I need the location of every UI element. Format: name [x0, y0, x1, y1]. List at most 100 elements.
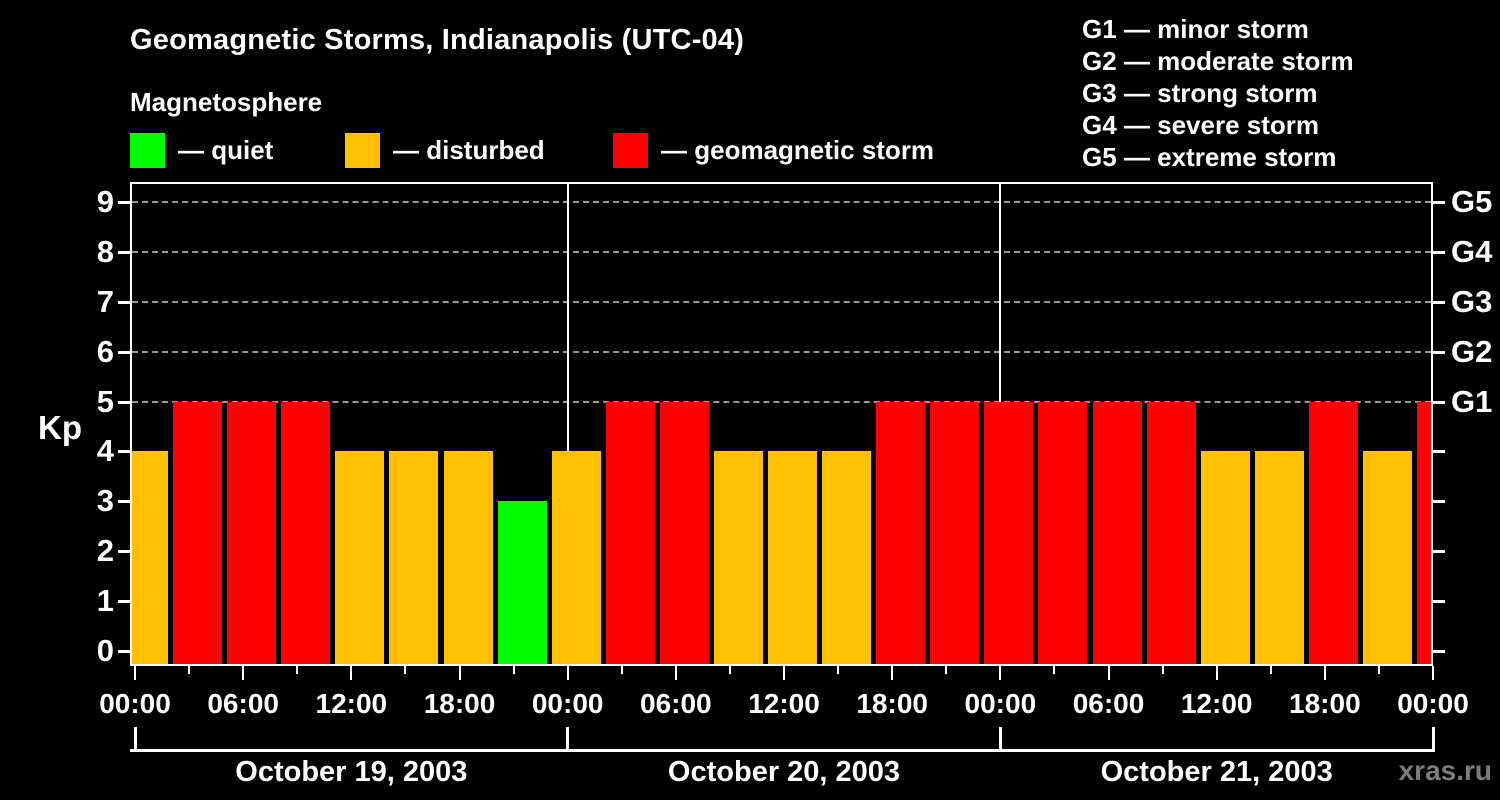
gridline: [132, 350, 1431, 353]
x-tick-label: 00:00: [964, 688, 1037, 719]
y-axis-tick: [118, 300, 130, 304]
y-axis-tick: [1433, 350, 1445, 354]
x-axis-tick: [296, 666, 299, 674]
storm-scale-g5: G5 — extreme storm: [1082, 142, 1337, 172]
plot-frame: [130, 182, 1433, 666]
gridline: [132, 400, 1431, 403]
y-axis-tick: [118, 450, 130, 454]
kp-bar: [227, 401, 277, 664]
x-tick-label: 00:00: [1397, 688, 1469, 719]
kp-bar: [1417, 401, 1431, 664]
legend-item-quiet: — quiet: [130, 133, 273, 168]
y-axis-tick: [1433, 300, 1445, 304]
y-tick-label: 1: [96, 583, 114, 619]
x-axis-tick: [620, 666, 623, 674]
g-level-label: G1: [1451, 383, 1493, 419]
gridline: [132, 200, 1431, 203]
kp-bar: [335, 451, 385, 664]
date-bracket-riser: [133, 727, 137, 752]
x-tick-label: 18:00: [423, 688, 496, 719]
page-title: Geomagnetic Storms, Indianapolis (UTC-04…: [130, 24, 745, 56]
y-tick-label: 9: [96, 183, 114, 219]
gridline: [132, 300, 1431, 303]
g-level-label: G4: [1451, 233, 1493, 269]
legend-item-storm: — geomagnetic storm: [613, 133, 934, 168]
x-axis-tick: [1377, 666, 1380, 674]
y-axis-tick: [118, 200, 130, 204]
date-label: October 19, 2003: [235, 756, 468, 788]
storm-scale-legend: G1 — minor storm G2 — moderate storm G3 …: [1082, 13, 1354, 173]
y-axis-tick: [118, 650, 130, 653]
y-axis-tick: [118, 550, 130, 554]
kp-bar: [281, 401, 331, 664]
kp-bar: [132, 451, 168, 664]
date-label: October 20, 2003: [667, 756, 901, 788]
kp-bar: [930, 401, 980, 664]
kp-bar: [605, 401, 655, 664]
y-tick-label: 3: [96, 483, 114, 519]
x-axis-tick: [350, 666, 353, 680]
x-axis-tick: [188, 666, 191, 674]
storm-scale-g1: G1 — minor storm: [1082, 14, 1309, 44]
x-tick-label: 06:00: [207, 688, 279, 719]
storm-scale-g2: G2 — moderate storm: [1082, 46, 1354, 76]
x-axis-tick: [837, 666, 840, 674]
g-level-label: G5: [1451, 183, 1493, 219]
y-axis-tick: [1433, 500, 1445, 504]
x-axis-tick: [783, 666, 785, 680]
kp-bar: [1092, 401, 1142, 664]
storm-swatch-icon: [613, 133, 648, 168]
x-axis-tick: [1107, 666, 1110, 680]
date-bracket-riser: [1431, 727, 1435, 752]
y-axis-tick: [1433, 400, 1445, 404]
kp-bar: [443, 451, 493, 664]
x-axis-tick: [891, 666, 894, 680]
x-tick-label: 12:00: [748, 688, 820, 719]
storm-scale-g4: G4 — severe storm: [1082, 110, 1320, 140]
y-tick-label: 2: [96, 533, 114, 569]
x-tick-label: 18:00: [856, 688, 928, 719]
y-axis-tick: [1433, 550, 1445, 554]
date-bracket: [130, 749, 1433, 752]
kp-bar: [1038, 401, 1088, 664]
x-axis-tick: [134, 666, 136, 680]
x-axis-tick: [458, 666, 461, 680]
kp-bar: [389, 451, 439, 664]
x-axis-tick: [1323, 666, 1326, 680]
legend-item-disturbed: — disturbed: [345, 133, 545, 168]
chart-subtitle: Magnetosphere: [130, 87, 323, 117]
x-tick-label: 12:00: [1180, 688, 1253, 719]
kp-bar: [659, 401, 709, 664]
y-axis-label: Kp: [38, 409, 82, 446]
x-axis-tick: [999, 666, 1002, 680]
kp-bar: [497, 501, 547, 664]
x-tick-label: 12:00: [315, 688, 388, 719]
y-tick-label: 6: [96, 333, 114, 369]
legend-label-storm: — geomagnetic storm: [661, 135, 935, 165]
x-tick-label: 06:00: [1072, 688, 1145, 719]
x-tick-label: 18:00: [1289, 688, 1361, 719]
legend-label-disturbed: — disturbed: [393, 135, 545, 165]
x-tick-label: 00:00: [99, 688, 171, 719]
plot-area: [132, 184, 1431, 664]
y-axis-tick: [1433, 450, 1445, 454]
kp-bar: [1362, 451, 1412, 664]
x-tick-label: 06:00: [640, 688, 712, 719]
kp-bar: [713, 451, 763, 664]
x-axis-tick: [242, 666, 245, 680]
kp-bar: [984, 401, 1034, 664]
x-axis-tick: [1432, 666, 1435, 680]
kp-bar: [822, 451, 872, 664]
quiet-swatch-icon: [130, 133, 165, 168]
storm-scale-g3: G3 — strong storm: [1082, 78, 1318, 108]
kp-bar: [1308, 401, 1358, 664]
kp-bar: [1146, 401, 1196, 664]
x-axis-tick: [1215, 666, 1218, 680]
kp-bar: [551, 451, 601, 664]
y-axis-tick: [1433, 650, 1445, 653]
kp-bar: [173, 401, 223, 664]
y-axis-tick: [118, 250, 130, 254]
y-axis-tick: [1433, 600, 1445, 604]
g-level-label: G3: [1451, 283, 1493, 319]
